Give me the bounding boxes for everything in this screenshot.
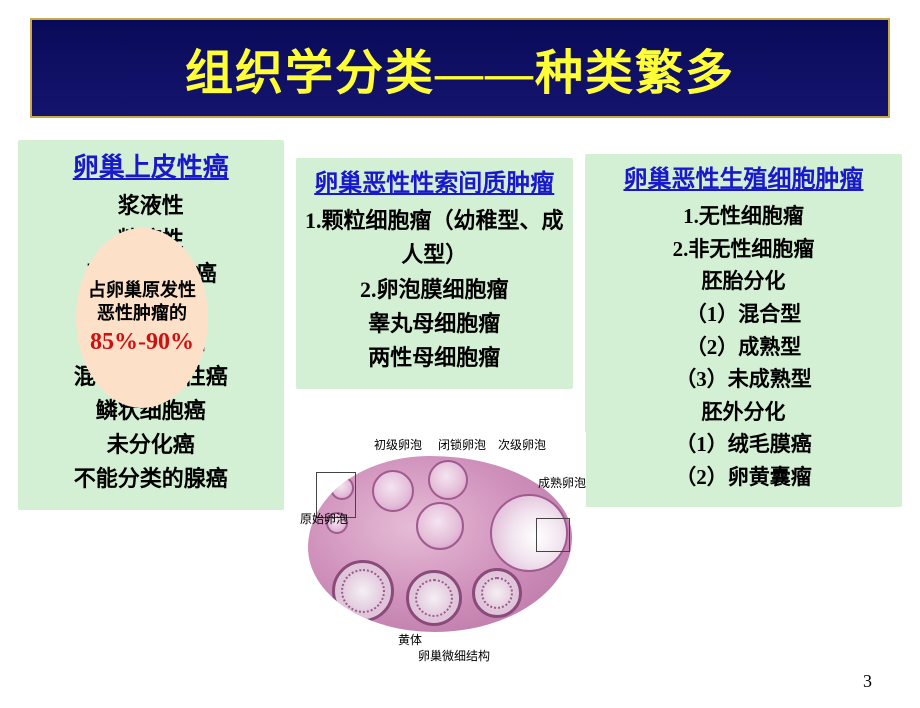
corpus-luteum-icon: [472, 568, 522, 618]
col1-line: 浆液性: [26, 189, 276, 223]
col3-line: 1.无性细胞瘤: [593, 200, 894, 233]
histology-figure: 原始卵泡 初级卵泡 闭锁卵泡 次级卵泡 成熟卵泡 黄体 卵巢微细结构: [298, 432, 586, 666]
page-title: 组织学分类——种类繁多: [185, 33, 735, 103]
col3-body: 1.无性细胞瘤 2.非无性细胞瘤 胚胎分化 （1）混合型 （2）成熟型 （3）未…: [593, 200, 894, 493]
column-germ-cell: 卵巢恶性生殖细胞肿瘤 1.无性细胞瘤 2.非无性细胞瘤 胚胎分化 （1）混合型 …: [585, 154, 902, 507]
col2-body: 1.颗粒细胞瘤（幼稚型、成人型） 2.卵泡膜细胞瘤 睾丸母细胞瘤 两性母细胞瘤: [304, 204, 565, 374]
column-sex-cord: 卵巢恶性性索间质肿瘤 1.颗粒细胞瘤（幼稚型、成人型） 2.卵泡膜细胞瘤 睾丸母…: [296, 158, 573, 389]
follicle-icon: [372, 470, 414, 512]
label-mature: 成熟卵泡: [538, 474, 586, 491]
col2-line: 睾丸母细胞瘤: [304, 307, 565, 341]
col1-title: 卵巢上皮性癌: [26, 150, 276, 185]
label-corpus: 黄体: [398, 631, 422, 648]
col3-line: （2）卵黄囊瘤: [593, 461, 894, 494]
title-banner: 组织学分类——种类繁多: [30, 18, 890, 118]
col3-line: （2）成熟型: [593, 331, 894, 364]
label-primary: 初级卵泡: [374, 436, 422, 453]
corpus-luteum-icon: [406, 570, 462, 626]
percentage-callout: 占卵巢原发性恶性肿瘤的 85%-90%: [76, 228, 208, 408]
label-primordial: 原始卵泡: [300, 510, 348, 527]
col3-line: 胚外分化: [593, 396, 894, 429]
page-number: 3: [863, 671, 872, 692]
col2-line: 两性母细胞瘤: [304, 341, 565, 375]
label-caption: 卵巢微细结构: [418, 647, 490, 664]
col3-title: 卵巢恶性生殖细胞肿瘤: [593, 164, 894, 196]
col1-line: 不能分类的腺癌: [26, 462, 276, 496]
col1-line: 未分化癌: [26, 428, 276, 462]
label-atretic: 闭锁卵泡: [438, 436, 486, 453]
corpus-luteum-icon: [332, 560, 394, 622]
bubble-text: 占卵巢原发性恶性肿瘤的: [86, 279, 198, 326]
callout-rect-icon: [536, 518, 570, 552]
col3-line: （1）绒毛膜癌: [593, 428, 894, 461]
col3-line: 胚胎分化: [593, 265, 894, 298]
follicle-icon: [428, 460, 468, 500]
bubble-percentage: 85%-90%: [90, 327, 194, 357]
col3-line: （1）混合型: [593, 298, 894, 331]
label-secondary: 次级卵泡: [498, 436, 546, 453]
follicle-icon: [416, 502, 464, 550]
col2-line: 2.卵泡膜细胞瘤: [304, 273, 565, 307]
col2-title: 卵巢恶性性索间质肿瘤: [304, 168, 565, 200]
col3-line: （3）未成熟型: [593, 363, 894, 396]
col2-line: 1.颗粒细胞瘤（幼稚型、成人型）: [304, 204, 565, 272]
col3-line: 2.非无性细胞瘤: [593, 233, 894, 266]
